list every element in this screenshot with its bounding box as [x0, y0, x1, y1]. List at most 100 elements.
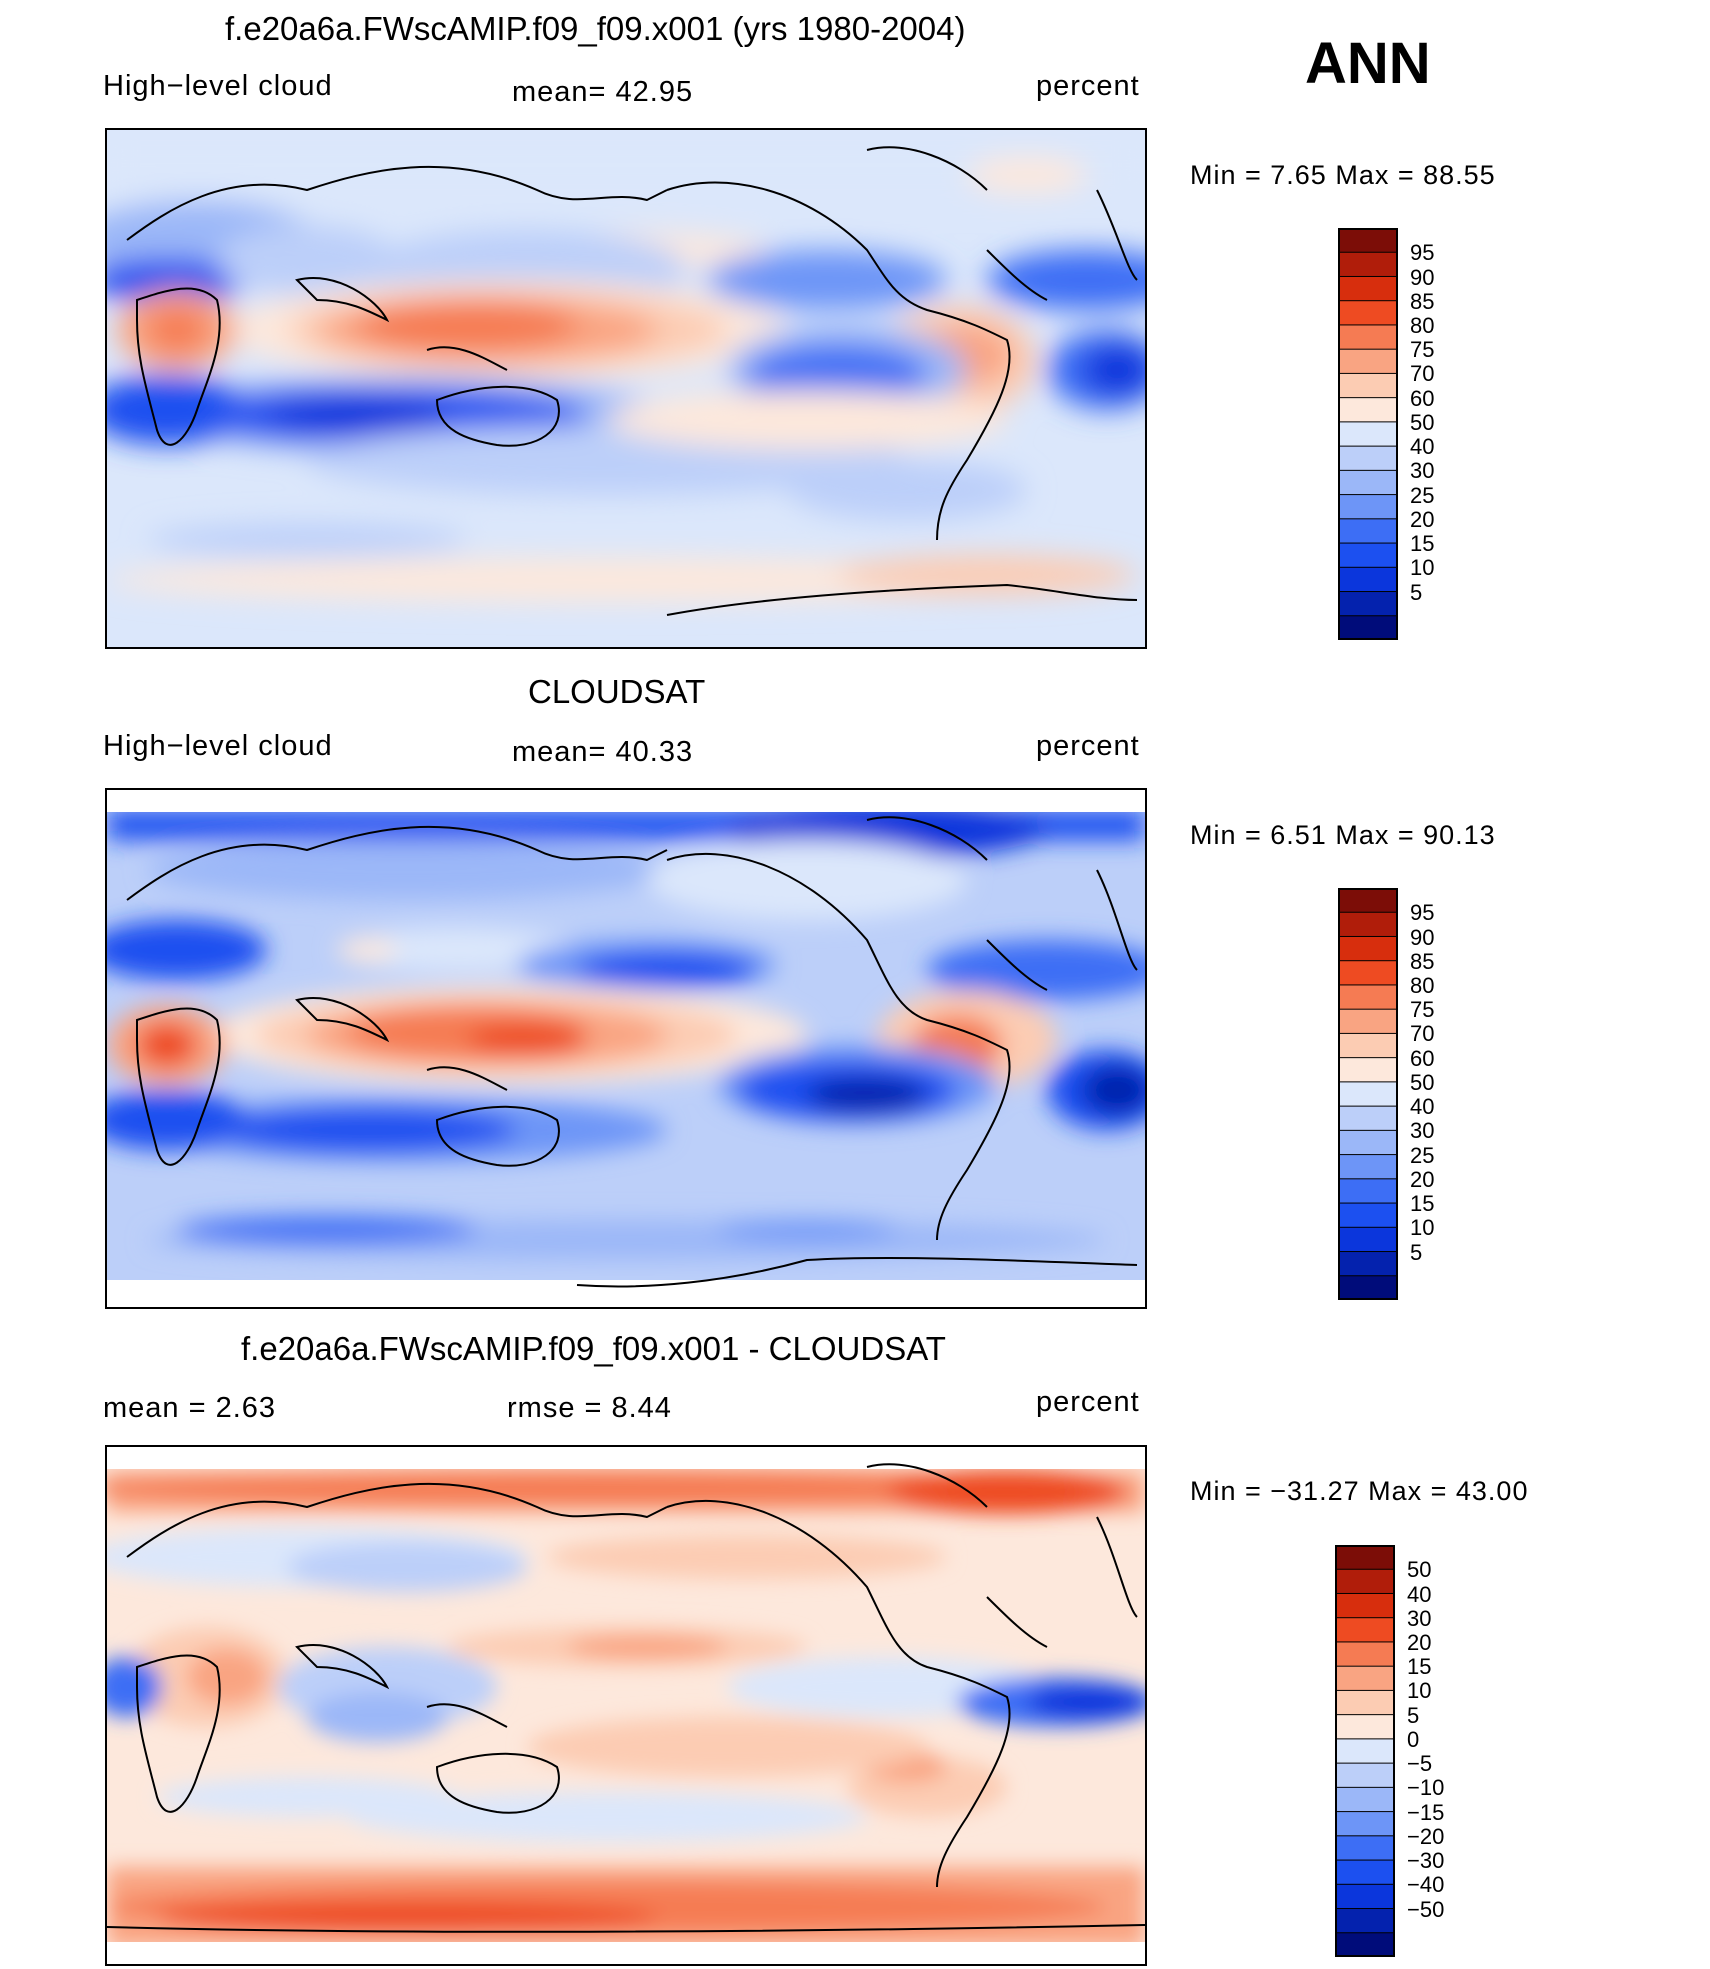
panel-2-colorbar-tick-label: 25 [1410, 1142, 1435, 1168]
panel-2-colorbar-tick-label: 90 [1410, 924, 1435, 950]
panel-3-colorbar-swatch [1335, 1641, 1395, 1668]
panel-2-units-label: percent [1036, 730, 1140, 762]
panel-2-colorbar-swatch [1338, 888, 1398, 914]
panel-1-colorbar-tick-label: 25 [1410, 482, 1435, 508]
panel-2-colorbar-swatch [1338, 1081, 1398, 1108]
panel-3-colorbar [1335, 1545, 1395, 1957]
panel-3-colorbar-swatch [1335, 1738, 1395, 1765]
panel-3-colorbar-swatch [1335, 1714, 1395, 1740]
panel-1-colorbar-swatch [1338, 372, 1398, 399]
panel-1-map [105, 128, 1147, 649]
panel-1-colorbar-tick-label: 20 [1410, 506, 1435, 532]
panel-3-colorbar-swatch [1335, 1908, 1395, 1934]
panel-2-colorbar [1338, 888, 1398, 1300]
panel-3-coastlines [107, 1463, 1145, 1933]
panel-2-colorbar-tick-label: 80 [1410, 972, 1435, 998]
panel-1-colorbar-swatch [1338, 228, 1398, 254]
panel-1-colorbar-tick-label: 90 [1410, 264, 1435, 290]
panel-1-colorbar-swatch [1338, 445, 1398, 472]
panel-2-colorbar-swatch [1338, 1202, 1398, 1229]
panel-3-colorbar-tick-label: −15 [1407, 1799, 1445, 1825]
panel-2-colorbar-swatch [1338, 1226, 1398, 1253]
panel-1-colorbar-tick-label: 60 [1410, 385, 1435, 411]
panel-3-rmse-label: rmse = 8.44 [507, 1392, 672, 1424]
panel-2-mean-label: mean= 40.33 [512, 736, 694, 768]
panel-3-colorbar-tick-label: 10 [1407, 1678, 1432, 1704]
panel-2-colorbar-tick-label: 30 [1410, 1118, 1435, 1144]
panel-3-map [105, 1445, 1147, 1966]
panel-1-colorbar-swatch [1338, 324, 1398, 351]
panel-2-colorbar-swatch [1338, 1032, 1398, 1059]
panel-2-colorbar-swatch [1338, 984, 1398, 1011]
panel-2-colorbar-tick-label: 85 [1410, 948, 1435, 974]
panel-1-colorbar-tick-label: 50 [1410, 409, 1435, 435]
panel-3-colorbar-swatch [1335, 1883, 1395, 1910]
panel-1-colorbar-tick-label: 85 [1410, 288, 1435, 314]
panel-1-colorbar-tick-label: 5 [1410, 579, 1423, 605]
panel-1-colorbar-swatch [1338, 421, 1398, 448]
panel-2-colorbar-tick-label: 40 [1410, 1094, 1435, 1120]
panel-1-colorbar-tick-label: 70 [1410, 361, 1435, 387]
panel-2-colorbar-tick-label: 60 [1410, 1045, 1435, 1071]
panel-1-colorbar-swatch [1338, 542, 1398, 569]
panel-3-colorbar-tick-label: −30 [1407, 1848, 1445, 1874]
panel-1-colorbar-border [1338, 228, 1398, 640]
panel-3-colorbar-swatch [1335, 1932, 1395, 1957]
panel-1-colorbar-swatch [1338, 518, 1398, 545]
panel-2-colorbar-swatches [1338, 888, 1398, 1300]
season-label: ANN [1305, 31, 1431, 96]
panel-1-colorbar-tick-label: 40 [1410, 434, 1435, 460]
panel-2-colorbar-tick-label: 75 [1410, 997, 1435, 1023]
panel-2-title: CLOUDSAT [528, 673, 706, 710]
panel-1-colorbar-swatch [1338, 300, 1398, 326]
panel-2-colorbar-swatch [1338, 1275, 1398, 1300]
panel-1-colorbar [1338, 228, 1398, 640]
panel-2-colorbar-border [1338, 888, 1398, 1300]
panel-1-units-label: percent [1036, 70, 1140, 102]
panel-3-mean-label: mean = 2.63 [103, 1392, 277, 1424]
panel-1-variable-label: High−level cloud [103, 70, 333, 102]
panel-1-minmax: Min = 7.65 Max = 88.55 [1190, 160, 1496, 190]
panel-2-colorbar-swatch [1338, 1178, 1398, 1205]
panel-3-colorbar-swatch [1335, 1545, 1395, 1571]
panel-3-title: f.e20a6a.FWscAMIP.f09_f09.x001 - CLOUDSA… [241, 1330, 946, 1367]
panel-2-contour-plot [107, 790, 1145, 1307]
panel-3-colorbar-swatch [1335, 1811, 1395, 1837]
panel-1-coastlines [126, 146, 1138, 616]
panel-1-title: f.e20a6a.FWscAMIP.f09_f09.x001 (yrs 1980… [225, 10, 966, 47]
panel-2-colorbar-swatch [1338, 1057, 1398, 1083]
panel-2-colorbar-tick-label: 20 [1410, 1166, 1435, 1192]
panel-2-colorbar-swatch [1338, 1105, 1398, 1132]
panel-2-colorbar-swatch [1338, 911, 1398, 938]
panel-2-colorbar-tick-label: 70 [1410, 1021, 1435, 1047]
panel-3-colorbar-swatch [1335, 1689, 1395, 1716]
panel-1-colorbar-swatch [1338, 348, 1398, 375]
panel-3-colorbar-tick-label: −20 [1407, 1823, 1445, 1849]
panel-2-colorbar-swatch [1338, 935, 1398, 962]
panel-3-colorbar-swatch [1335, 1859, 1395, 1886]
panel-3-colorbar-tick-label: 40 [1407, 1581, 1432, 1607]
panel-1-contour-plot [107, 130, 1145, 647]
panel-3-colorbar-tick-label: −10 [1407, 1775, 1445, 1801]
panel-2-colorbar-tick-label: 5 [1410, 1239, 1423, 1265]
panel-1-mean-label: mean= 42.95 [512, 76, 694, 108]
panel-1-colorbar-swatch [1338, 494, 1398, 520]
panel-1-colorbar-swatch [1338, 469, 1398, 496]
panel-2-colorbar-swatch [1338, 1129, 1398, 1156]
panel-1-colorbar-tick-label: 10 [1410, 555, 1435, 581]
panel-3-colorbar-swatch [1335, 1665, 1395, 1692]
panel-2-colorbar-swatch [1338, 1008, 1398, 1035]
panel-3-colorbar-swatch [1335, 1835, 1395, 1862]
panel-2-colorbar-swatch [1338, 1251, 1398, 1277]
panel-1-colorbar-swatch [1338, 615, 1398, 640]
panel-1-colorbar-swatch [1338, 566, 1398, 593]
panel-1-colorbar-swatch [1338, 275, 1398, 302]
panel-3-colorbar-swatches [1335, 1545, 1395, 1957]
panel-2-colorbar-swatch [1338, 1154, 1398, 1180]
panel-3-colorbar-tick-label: −5 [1407, 1751, 1433, 1777]
panel-1-colorbar-swatch [1338, 591, 1398, 617]
panel-3-colorbar-tick-label: 20 [1407, 1629, 1432, 1655]
panel-2-colorbar-tick-label: 50 [1410, 1069, 1435, 1095]
panel-2-variable-label: High−level cloud [103, 730, 333, 762]
panel-1-colorbar-swatch [1338, 397, 1398, 423]
